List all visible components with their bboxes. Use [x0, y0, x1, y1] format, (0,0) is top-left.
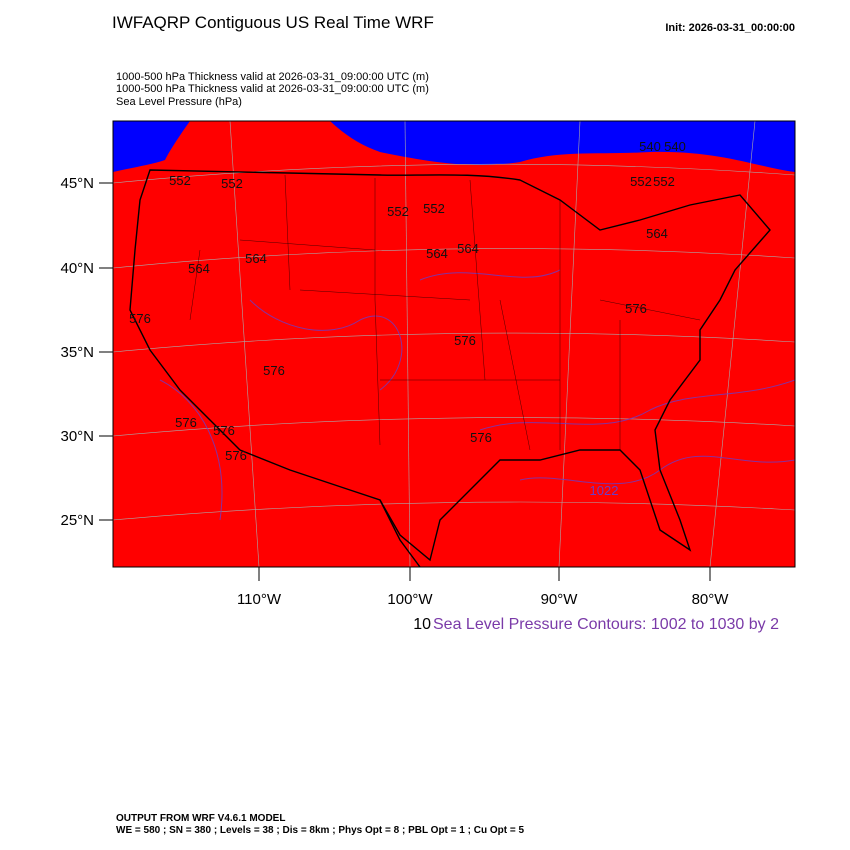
contour-label: 576 [213, 423, 235, 438]
lon-label: 80°W [692, 591, 730, 608]
graticule [113, 121, 795, 567]
init-time: Init: 2026-03-31_00:00:00 [665, 22, 795, 34]
contour-label: 552 [630, 174, 652, 189]
contour-label: 576 [625, 301, 647, 316]
us-outline [129, 169, 771, 567]
contour-label: 1022 [590, 483, 619, 498]
contour-label: 540 [664, 139, 686, 154]
legend-prefix: 10 [413, 616, 431, 633]
lat-label: 45°N [60, 175, 94, 192]
cold-region [113, 121, 190, 172]
title: IWFAQRP Contiguous US Real Time WRF [112, 13, 434, 32]
contour-label: 576 [225, 448, 247, 463]
contour-label: 564 [646, 226, 668, 241]
contour-label: 552 [387, 204, 409, 219]
subtitle: 1000-500 hPa Thickness valid at 2026-03-… [116, 83, 429, 95]
lat-label: 30°N [60, 428, 94, 445]
lon-label: 90°W [541, 591, 579, 608]
map-field [113, 121, 795, 567]
footer-line: OUTPUT FROM WRF V4.6.1 MODEL [116, 813, 285, 824]
lat-label: 40°N [60, 260, 94, 277]
lat-label: 25°N [60, 512, 94, 529]
contour-label: 564 [426, 246, 448, 261]
contour-label: 552 [221, 176, 243, 191]
contour-label: 540 [639, 139, 661, 154]
thickness-fill [113, 121, 795, 567]
map-frame [112, 120, 796, 568]
contour-label: 576 [263, 363, 285, 378]
subtitle: Sea Level Pressure (hPa) [116, 96, 242, 108]
lat-label: 35°N [60, 344, 94, 361]
contour-label: 576 [175, 415, 197, 430]
contour-label: 552 [169, 173, 191, 188]
subtitle: 1000-500 hPa Thickness valid at 2026-03-… [116, 71, 429, 83]
lon-label: 100°W [387, 591, 433, 608]
contour-label: 552 [653, 174, 675, 189]
cold-region [330, 121, 795, 172]
lon-label: 110°W [237, 591, 282, 608]
contour-label: 576 [470, 430, 492, 445]
contour-label: 576 [129, 311, 151, 326]
contour-label: 552 [423, 201, 445, 216]
contour-label: 564 [188, 261, 210, 276]
legend-text: Sea Level Pressure Contours: 1002 to 103… [433, 616, 779, 633]
footer-line: WE = 580 ; SN = 380 ; Levels = 38 ; Dis … [116, 825, 524, 836]
contour-label: 576 [454, 333, 476, 348]
contour-label: 564 [245, 251, 267, 266]
state-borders [189, 174, 701, 451]
contour-label: 564 [457, 241, 479, 256]
